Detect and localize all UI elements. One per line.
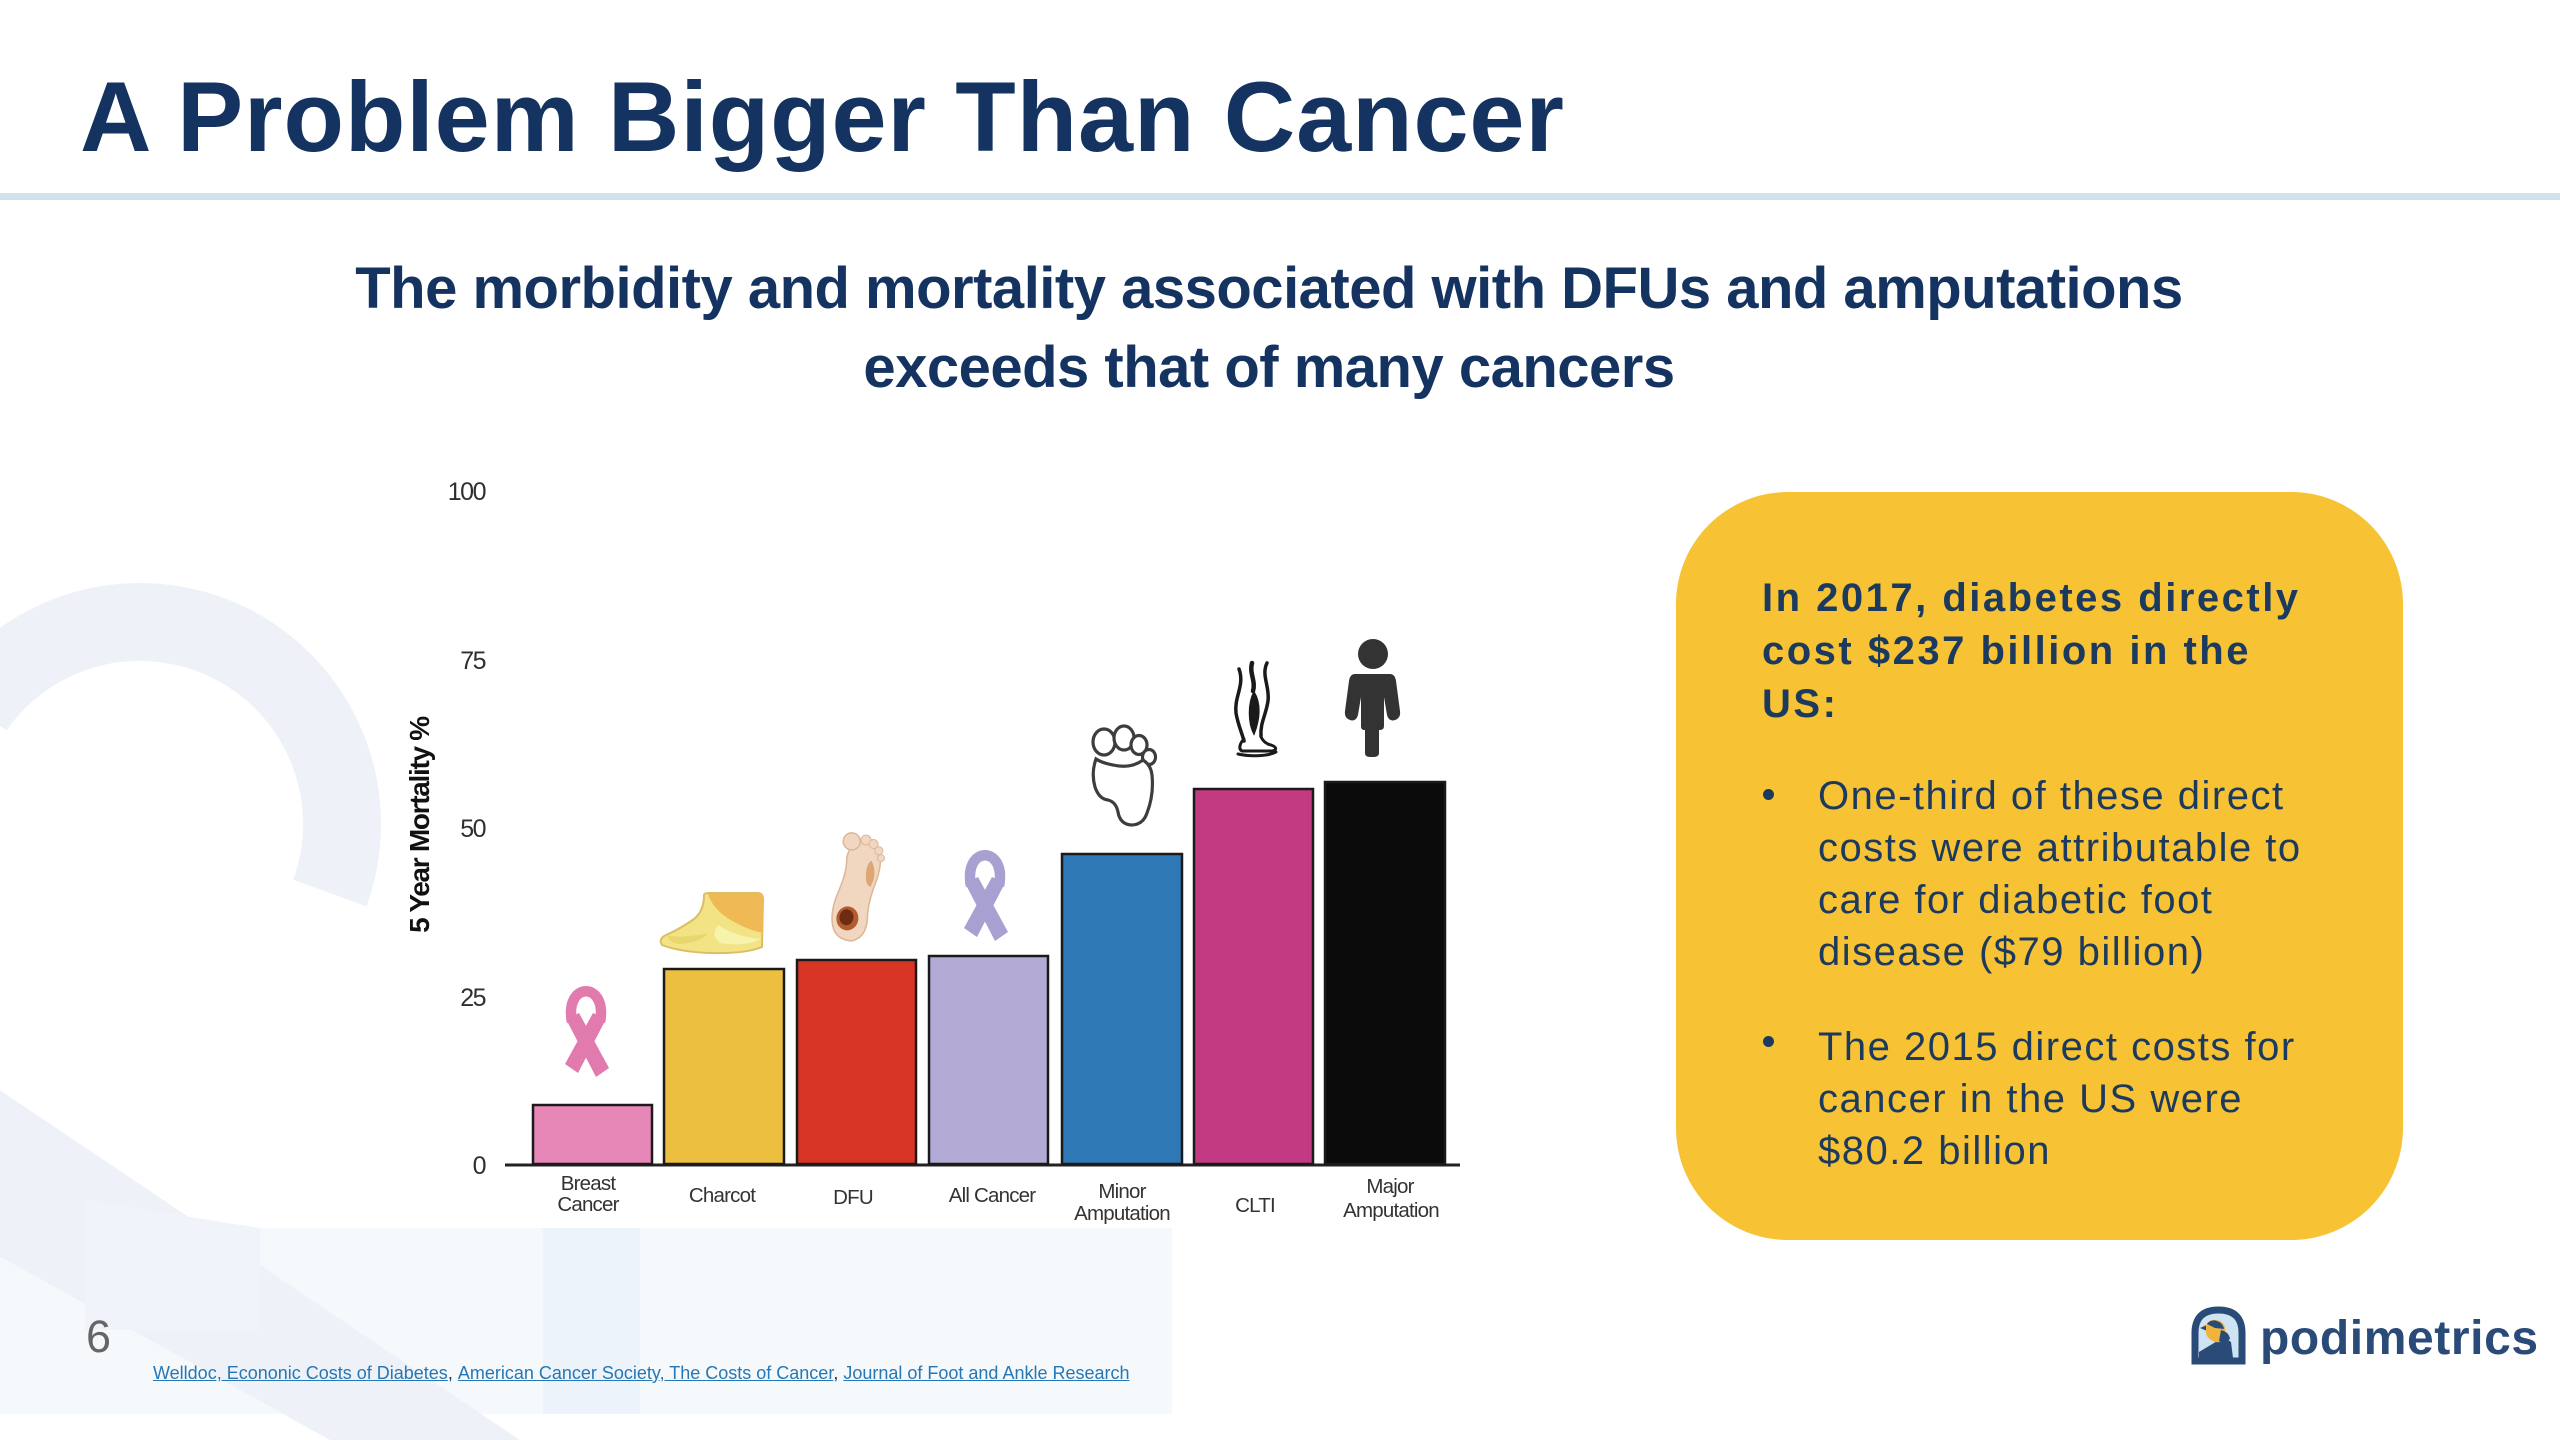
svg-text:Major: Major <box>1366 1175 1414 1198</box>
svg-text:All Cancer: All Cancer <box>949 1184 1037 1207</box>
svg-text:Breast: Breast <box>561 1172 617 1195</box>
svg-text:50: 50 <box>460 815 485 843</box>
svg-text:25: 25 <box>460 984 485 1012</box>
svg-text:100: 100 <box>448 478 486 506</box>
svg-text:Minor: Minor <box>1098 1180 1146 1203</box>
svg-text:Amputation: Amputation <box>1343 1199 1439 1222</box>
svg-text:Amputation: Amputation <box>1074 1202 1170 1225</box>
svg-text:DFU: DFU <box>833 1186 873 1209</box>
svg-text:0: 0 <box>473 1152 486 1180</box>
svg-text:75: 75 <box>460 647 485 675</box>
svg-text:Charcot: Charcot <box>689 1184 756 1207</box>
svg-text:5 Year Mortality %: 5 Year Mortality % <box>404 716 435 933</box>
svg-text:CLTI: CLTI <box>1235 1194 1275 1217</box>
svg-text:Cancer: Cancer <box>557 1193 619 1216</box>
